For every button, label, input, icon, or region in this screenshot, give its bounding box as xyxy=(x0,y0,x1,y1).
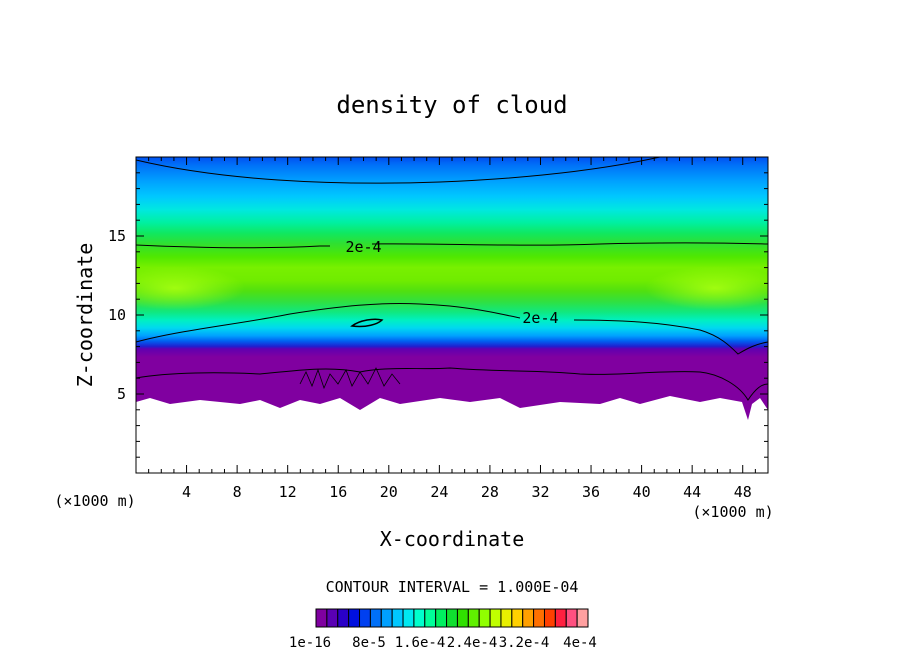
moist-core-right xyxy=(645,266,768,310)
x-tick-label: 28 xyxy=(481,483,499,501)
colorbar-swatch xyxy=(446,608,458,628)
colorbar-swatch xyxy=(348,608,361,628)
colorbar-swatch xyxy=(522,608,535,628)
colorbar-swatch xyxy=(543,608,556,628)
colorbar-labels: 1e-16 8e-5 1.6e-4 2.4e-4 3.2e-4 4e-4 xyxy=(289,635,597,651)
colorbar-swatch xyxy=(500,608,513,628)
contour-line-ragged xyxy=(299,367,401,390)
x-axis: 4 8 12 16 20 24 28 32 36 40 44 48 xyxy=(148,157,756,501)
colorbar-swatch xyxy=(456,608,469,628)
colorbar-swatch xyxy=(489,608,502,628)
colorbar-swatch xyxy=(511,608,524,628)
cloud-field xyxy=(136,157,768,420)
colorbar-swatch xyxy=(369,608,382,628)
contour-label: 2e-4 xyxy=(345,238,381,256)
contour-interval-text: CONTOUR INTERVAL = 1.000E-04 xyxy=(326,578,579,596)
colorbar-label: 3.2e-4 xyxy=(499,635,550,651)
y-axis-label: Z-coordinate xyxy=(73,243,97,388)
x-tick-label: 32 xyxy=(531,483,549,501)
colorbar-swatch xyxy=(576,608,589,628)
colorbar-swatch xyxy=(413,608,426,628)
x-tick-label: 20 xyxy=(380,483,398,501)
colorbar-label: 4e-4 xyxy=(563,635,597,651)
contour-labels: 2e-4 2e-4 xyxy=(345,238,558,327)
x-tick-label: 16 xyxy=(329,483,347,501)
colorbar-swatch xyxy=(315,608,328,628)
contour-line-top xyxy=(136,157,661,184)
y-axis: 5 10 15 xyxy=(108,172,768,458)
plot-area xyxy=(136,157,768,420)
colorbar-swatch xyxy=(435,608,448,628)
x-axis-label: X-coordinate xyxy=(380,527,525,551)
colorbar-swatch xyxy=(359,608,371,628)
contour-closed-blob xyxy=(350,318,384,328)
colorbar-swatch xyxy=(337,608,350,628)
colorbar-swatch xyxy=(326,608,339,628)
colorbar-swatch xyxy=(478,608,491,628)
y-tick-label: 5 xyxy=(117,385,126,403)
x-tick-label: 36 xyxy=(582,483,600,501)
x-tick-label: 4 xyxy=(182,483,191,501)
x-tick-label: 44 xyxy=(683,483,701,501)
colorbar-swatch xyxy=(391,608,404,628)
x-tick-label: 24 xyxy=(430,483,448,501)
colorbar-label: 1e-16 xyxy=(289,635,331,651)
colorbar-swatch xyxy=(533,608,545,628)
x-axis-unit-left: (×1000 m) xyxy=(54,492,135,510)
x-tick-label: 40 xyxy=(633,483,651,501)
colorbar xyxy=(315,608,589,628)
chart-title: density of cloud xyxy=(336,91,567,119)
x-tick-label: 12 xyxy=(279,483,297,501)
contour-line-lower xyxy=(136,367,768,401)
x-axis-unit-right: (×1000 m) xyxy=(692,503,773,521)
colorbar-swatch xyxy=(565,608,578,628)
colorbar-swatch xyxy=(424,608,437,628)
x-tick-label: 48 xyxy=(734,483,752,501)
colorbar-label: 2.4e-4 xyxy=(447,635,498,651)
contour-line-upper xyxy=(136,242,768,249)
colorbar-label: 1.6e-4 xyxy=(395,635,446,651)
contour-line-mid xyxy=(136,302,768,355)
contour-label: 2e-4 xyxy=(522,309,558,327)
y-tick-label: 15 xyxy=(108,227,126,245)
colorbar-swatch xyxy=(402,608,415,628)
colorbar-swatch xyxy=(554,608,567,628)
colorbar-label: 8e-5 xyxy=(352,635,386,651)
y-tick-label: 10 xyxy=(108,306,126,324)
top-low-zone xyxy=(160,157,680,187)
colorbar-swatch xyxy=(380,608,393,628)
moist-core-left xyxy=(136,266,245,310)
colorbar-swatch xyxy=(467,608,480,628)
x-tick-label: 8 xyxy=(233,483,242,501)
